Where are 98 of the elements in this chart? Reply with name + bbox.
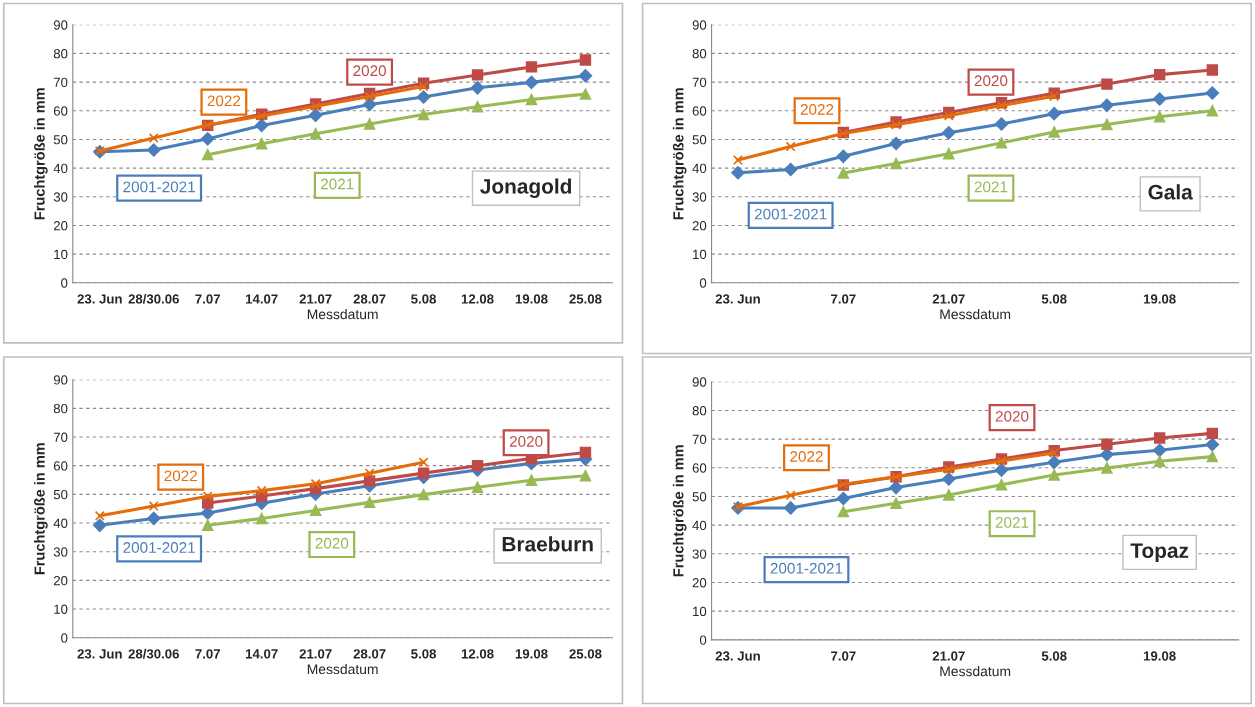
x-tick-label: 19.08: [515, 649, 548, 659]
x-tick-label: 23. Jun: [77, 294, 122, 304]
y-tick-label: 80: [53, 48, 68, 59]
y-tick-label: 60: [53, 461, 68, 471]
text: Topaz: [1130, 543, 1189, 563]
x-tick-label: 5.08: [411, 294, 436, 304]
y-tick-label: 80: [53, 403, 68, 414]
x-axis-title: Messdatum: [940, 666, 1011, 677]
y-tick-label: 10: [54, 249, 68, 260]
x-tick-label: 23. Jun: [77, 649, 122, 659]
x-tick-label: 25.08: [569, 649, 602, 659]
y-tick-label: 60: [692, 106, 707, 116]
x-tick-label: 28/30.06: [128, 293, 179, 304]
x-tick-label: 19.08: [1143, 651, 1176, 661]
y-tick-label: 50: [53, 489, 68, 500]
y-tick-label: 80: [692, 48, 707, 59]
x-tick-label: 21.07: [932, 294, 965, 304]
y-axis-title: Fruchtgröße in mm: [34, 443, 48, 575]
y-tick-label: 20: [53, 575, 68, 586]
y-tick-label: 30: [692, 192, 707, 202]
series-label: 2020: [509, 436, 543, 447]
x-tick-label: 7.07: [195, 649, 220, 659]
y-tick-label: 30: [692, 549, 707, 559]
y-tick-label: 20: [53, 221, 68, 231]
x-tick-label: 19.08: [1143, 294, 1176, 304]
y-tick-label: 90: [692, 377, 707, 387]
text: Gala: [1148, 184, 1193, 200]
series-label: 2022: [790, 451, 823, 462]
x-tick-label: 7.07: [831, 651, 856, 661]
y-tick-label: 40: [692, 163, 707, 174]
y-tick-label: 90: [53, 20, 68, 30]
series-label: 2020: [315, 537, 349, 549]
x-tick-label: 21.07: [932, 651, 965, 661]
y-tick-label: 30: [53, 192, 68, 202]
y-tick-label: 90: [692, 20, 707, 30]
y-tick-label: 50: [53, 135, 68, 145]
y-tick-label: 60: [53, 106, 68, 116]
y-tick-label: 40: [53, 163, 68, 174]
series-label: 2021: [995, 516, 1029, 528]
text: 2001-2021: [754, 208, 827, 220]
x-tick-label: 7.07: [195, 294, 220, 304]
y-tick-label: 10: [693, 606, 707, 617]
x-tick-label: 28.07: [353, 294, 386, 304]
text: Jonagold: [480, 178, 572, 198]
y-tick-label: 70: [692, 77, 707, 87]
series-label: 2020: [353, 65, 386, 77]
series-label: 2022: [800, 104, 834, 115]
y-tick-label: 50: [692, 135, 707, 145]
text: 2020: [995, 410, 1029, 422]
x-axis-title: Messdatum: [307, 663, 378, 675]
y-tick-label: 80: [692, 406, 707, 416]
y-tick-label: 10: [693, 249, 707, 260]
text: 2021: [974, 181, 1008, 193]
y-tick-label: 70: [53, 432, 68, 442]
series-label: 2020: [974, 75, 1008, 87]
x-tick-label: 19.08: [515, 294, 548, 304]
x-tick-label: 28/30.06: [128, 648, 179, 659]
x-tick-label: 21.07: [299, 649, 332, 659]
y-tick-label: 0: [699, 278, 707, 288]
x-tick-label: 21.07: [299, 294, 332, 304]
series-label: 2022: [164, 470, 197, 482]
x-tick-label: 7.07: [831, 294, 856, 304]
text: 2001-2021: [770, 562, 843, 574]
y-tick-label: 60: [692, 463, 707, 473]
y-tick-label: 50: [692, 492, 707, 502]
series-label: 2001-2021: [123, 542, 195, 553]
series-label: 2022: [207, 95, 241, 107]
y-tick-label: 0: [699, 635, 707, 645]
y-axis-title: Fruchtgröße in mm: [672, 88, 687, 220]
series-label: 2001-2021: [123, 181, 195, 193]
y-tick-label: 70: [692, 434, 707, 445]
x-tick-label: 12.08: [461, 294, 494, 304]
x-tick-label: 5.08: [1041, 651, 1067, 661]
x-axis-title: Messdatum: [940, 308, 1011, 320]
y-tick-label: 70: [53, 77, 68, 87]
y-tick-label: 10: [54, 604, 68, 614]
x-tick-label: 23. Jun: [715, 294, 760, 304]
x-tick-label: 5.08: [411, 649, 436, 659]
x-tick-label: 5.08: [1041, 294, 1067, 304]
y-tick-label: 90: [53, 375, 68, 385]
x-tick-label: 14.07: [245, 294, 278, 304]
x-tick-label: 14.07: [245, 649, 278, 659]
y-axis-title: Fruchtgröße in mm: [672, 445, 687, 577]
x-tick-label: 23. Jun: [715, 651, 760, 661]
y-axis-title: Fruchtgröße in mm: [34, 88, 48, 220]
y-tick-label: 20: [692, 221, 707, 231]
x-tick-label: 12.08: [461, 649, 494, 659]
y-tick-label: 20: [692, 578, 707, 588]
y-tick-label: 40: [53, 518, 68, 528]
y-tick-label: 0: [61, 633, 68, 643]
y-tick-label: 30: [53, 547, 68, 557]
x-tick-label: 28.07: [353, 649, 386, 659]
text: Braeburn: [502, 536, 593, 552]
text: 2021: [321, 178, 354, 190]
y-tick-label: 40: [692, 520, 707, 531]
y-tick-label: 0: [61, 278, 68, 288]
x-axis-title: Messdatum: [307, 308, 378, 320]
x-tick-label: 25.08: [569, 294, 602, 304]
